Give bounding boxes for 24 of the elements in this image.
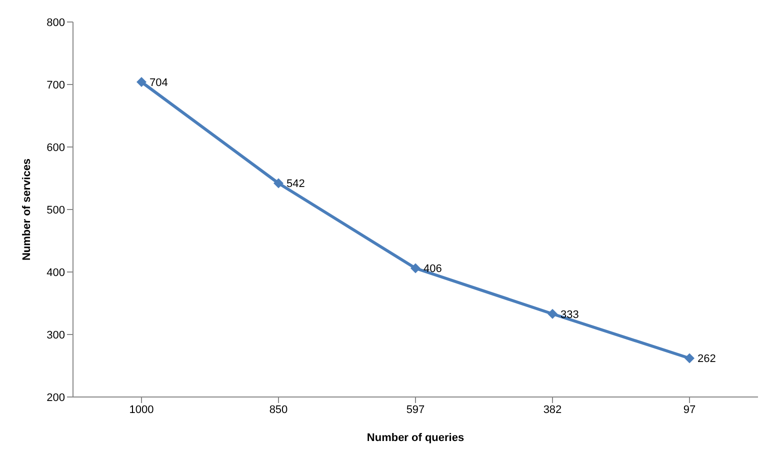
y-tick-label: 300 [46,329,65,342]
x-tick-label: 97 [683,404,696,416]
point [410,263,420,274]
point [684,353,694,364]
x-tick-label: 850 [269,404,288,416]
point [136,77,146,87]
point [274,178,284,188]
data-label: 333 [560,308,579,321]
data-label: 704 [150,76,168,89]
point [548,308,558,319]
y-tick-label: 400 [46,266,65,279]
x-axis-title: Number of queries [366,432,464,444]
y-tick-label: 600 [46,142,65,154]
y-tick-label: 500 [46,204,65,216]
data-label: 406 [424,263,442,276]
y-tick-label: 800 [46,16,65,29]
x-tick-label: 1000 [129,404,154,416]
data-label: 542 [286,178,305,190]
y-axis-title: Number of services [20,158,33,261]
x-tick-label: 597 [406,404,425,416]
y-tick-label: 700 [46,79,65,92]
y-tick-label: 200 [46,392,65,404]
x-tick-label: 382 [543,404,562,416]
data-label: 262 [698,353,716,366]
